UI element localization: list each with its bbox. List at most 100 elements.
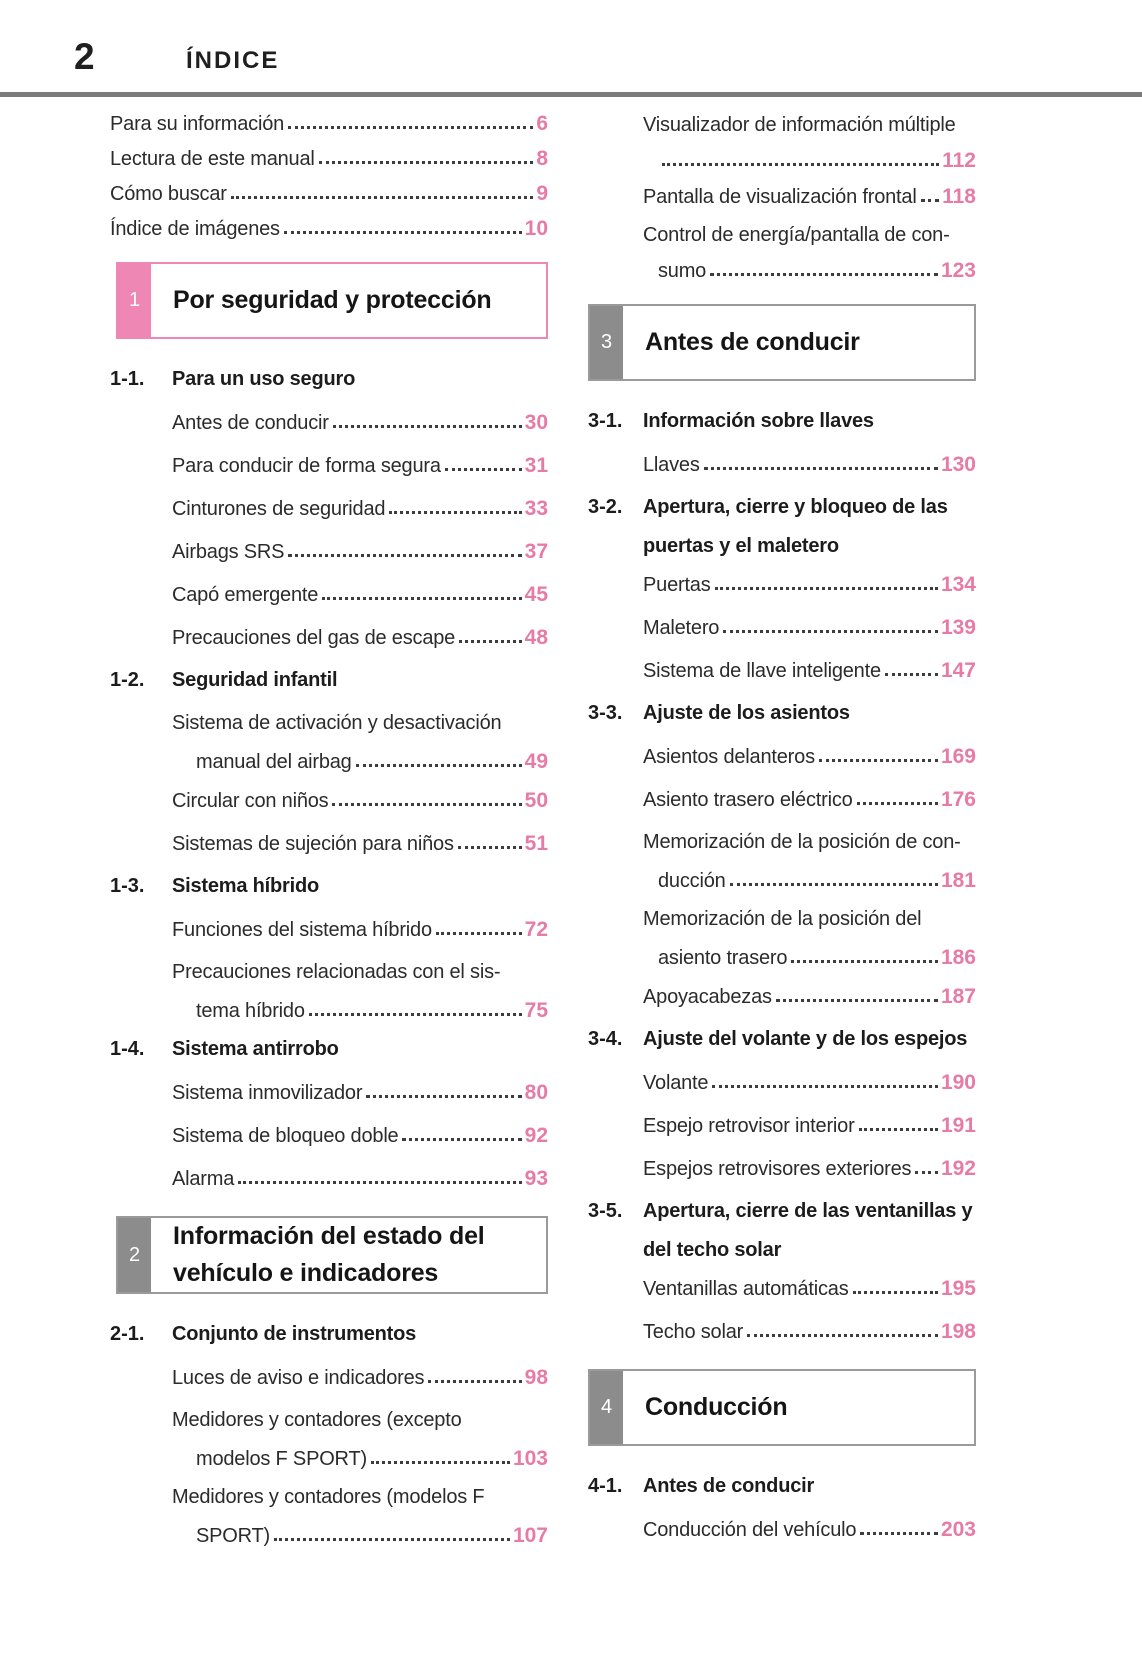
entry-label: Circular con niños [172, 790, 329, 812]
toc-section: 1-4. Sistema antirrobo [110, 1028, 548, 1071]
page-number: 107 [512, 1524, 548, 1547]
dotted-leader [860, 1532, 938, 1535]
section-title-line: Sistema antirrobo [172, 1038, 339, 1060]
dotted-leader [274, 1538, 510, 1541]
entry-label: Capó emergente [172, 584, 319, 606]
section-title: Sistema híbrido [172, 865, 319, 908]
entry-label: Ventanillas automáticas [643, 1278, 849, 1300]
dotted-leader [884, 673, 938, 676]
dotted-leader [714, 587, 938, 590]
toc-section: 4-1. Antes de conducir [588, 1465, 976, 1508]
toc-section: 1-2. Seguridad infantil [110, 659, 548, 702]
chapter-title-line: vehículo e indicadores [173, 1259, 439, 1287]
page-number: 51 [524, 832, 548, 855]
section-number: 1-3. [110, 875, 145, 897]
dotted-leader [703, 467, 938, 470]
toc-section: 3-5. Apertura, cierre de las ventanillas … [588, 1190, 976, 1267]
section-title: Ajuste del volante y de los espejos [643, 1018, 967, 1061]
toc-entry-row: Asiento trasero eléctrico 176 [588, 778, 976, 821]
entry-label: Medidores y contadores (modelos F [172, 1486, 485, 1508]
dotted-leader [318, 161, 534, 164]
entry-label: Memorización de la posición del [643, 908, 922, 930]
toc-entry-row: manual del airbag 49 [110, 745, 548, 779]
toc-entry-row: Visualizador de información múltiple [588, 106, 976, 144]
entry-label: Espejo retrovisor interior [643, 1115, 855, 1137]
entry-label: Índice de imágenes [110, 218, 280, 240]
entry-label: Cinturones de seguridad [172, 498, 386, 520]
dotted-leader [444, 468, 522, 471]
page-number: 147 [940, 659, 976, 682]
dotted-leader [402, 1138, 522, 1141]
dotted-leader [723, 630, 938, 633]
dotted-leader [428, 1380, 522, 1383]
section-number: 3-3. [588, 702, 623, 724]
page-number: 190 [940, 1071, 976, 1094]
page-number: 103 [512, 1447, 548, 1470]
page-number: 48 [524, 626, 548, 649]
page-number: 80 [524, 1081, 548, 1104]
toc-section: 3-1. Información sobre llaves [588, 400, 976, 443]
entry-label: ducción [658, 870, 726, 892]
toc-section: 2-1. Conjunto de instrumentos [110, 1313, 548, 1356]
page-number: 92 [524, 1124, 548, 1147]
entry-label: Control de energía/pantalla de con- [643, 224, 950, 246]
toc-entry-row: Índice de imágenes 10 [110, 211, 548, 246]
chapter-box: 4 Conducción [588, 1369, 976, 1446]
dotted-leader [308, 1013, 522, 1016]
dotted-leader [288, 554, 522, 557]
entry-label: Precauciones relacionadas con el sis- [172, 961, 501, 983]
page-number: 198 [940, 1320, 976, 1343]
section-title-line: Ajuste del volante y de los espejos [643, 1028, 968, 1050]
toc-entry-row: Espejo retrovisor interior 191 [588, 1104, 976, 1147]
entry-label: sumo [658, 260, 707, 282]
chapter-title-line: Conducción [645, 1393, 788, 1421]
toc-entry-row: Sistema de activación y desactivación [110, 702, 548, 745]
toc-entry-row: Sistemas de sujeción para niños 51 [110, 822, 548, 865]
chapter-number: 4 [600, 1396, 613, 1418]
toc-entry-row: ducción 181 [588, 864, 976, 898]
chapter-number: 3 [600, 331, 613, 353]
page-number: 123 [940, 259, 976, 282]
entry-label: Techo solar [643, 1321, 744, 1343]
toc-entry-row: Llaves 130 [588, 443, 976, 486]
toc-entry-row: Circular con niños 50 [110, 779, 548, 822]
page-number: 72 [524, 918, 548, 941]
dotted-leader [852, 1291, 938, 1294]
toc-entry-row: Cinturones de seguridad 33 [110, 487, 548, 530]
toc-entry-row: Techo solar 198 [588, 1310, 976, 1353]
dotted-leader [322, 597, 522, 600]
toc-entry-row: Antes de conducir 30 [110, 401, 548, 444]
page-number: 186 [940, 946, 976, 969]
page-number-header: 2 [74, 36, 95, 77]
dotted-leader [332, 425, 522, 428]
page-number: 139 [940, 616, 976, 639]
section-number: 1-1. [110, 368, 145, 390]
dotted-leader [459, 640, 522, 643]
page-number: 181 [940, 869, 976, 892]
section-title: Conjunto de instrumentos [172, 1313, 416, 1356]
chapter-title-line: Antes de conducir [645, 328, 860, 356]
toc-entry-row: Alarma 93 [110, 1157, 548, 1200]
dotted-leader [858, 1128, 938, 1131]
right-column: Visualizador de información múltiple 112 P… [588, 106, 976, 1551]
section-title: Para un uso seguro [172, 358, 355, 401]
toc-entry-row: asiento trasero 186 [588, 941, 976, 975]
toc-entry-row: Lectura de este manual 8 [110, 141, 548, 176]
dotted-leader [238, 1181, 522, 1184]
section-number: 3-5. [588, 1200, 623, 1222]
page-number: 118 [942, 185, 976, 208]
toc-entry-row: sumo 123 [588, 254, 976, 288]
section-title: Seguridad infantil [172, 659, 337, 702]
entry-label: Maletero [643, 617, 720, 639]
chapter-number-tab: 1 [118, 264, 151, 337]
entry-label: Luces de aviso e indicadores [172, 1367, 425, 1389]
page-number: 9 [536, 182, 548, 205]
entry-label: Medidores y contadores (excepto [172, 1409, 462, 1431]
toc-entry-row: Funciones del sistema híbrido 72 [110, 908, 548, 951]
page-number: 203 [940, 1518, 976, 1541]
section-number: 3-2. [588, 496, 623, 518]
entry-label: Lectura de este manual [110, 148, 315, 170]
page-number: 176 [940, 788, 976, 811]
dotted-leader [288, 126, 534, 129]
page-number: 112 [942, 149, 976, 172]
